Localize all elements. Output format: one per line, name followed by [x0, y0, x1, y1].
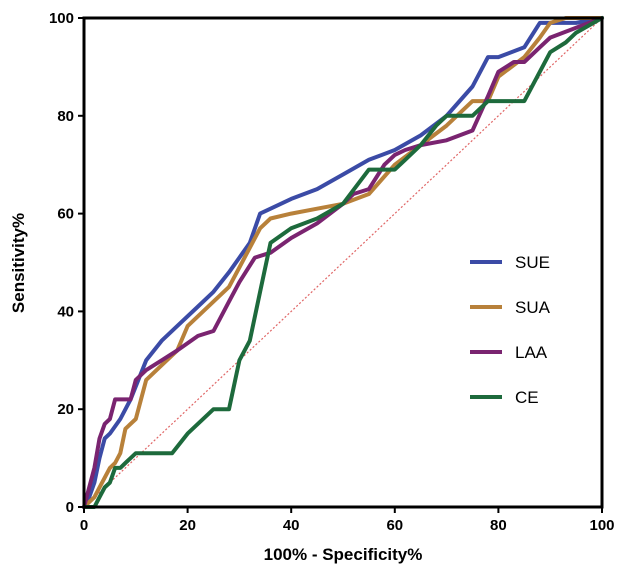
legend: SUE SUA LAA CE	[470, 253, 551, 407]
series-line-sue	[82, 16, 604, 509]
y-tick-label: 20	[57, 401, 74, 418]
plot-area	[82, 16, 604, 509]
plot-frame	[82, 16, 604, 509]
x-tick-label: 0	[80, 517, 88, 534]
series-line-laa	[82, 16, 604, 509]
y-tick-label: 60	[57, 206, 74, 223]
legend-label-sue: SUE	[515, 253, 550, 272]
y-tick-label: 0	[66, 499, 74, 516]
y-axis-title: Sensitivity%	[9, 213, 28, 313]
x-tick-label: 80	[490, 517, 507, 534]
legend-label-sua: SUA	[515, 298, 551, 317]
x-tick-label: 40	[283, 517, 300, 534]
axes: 0 20 40 60 80 100 0 20 40 60 80 100	[49, 10, 615, 534]
x-tick-label: 20	[179, 517, 196, 534]
y-tick-label: 80	[57, 108, 74, 125]
series-line-ce	[82, 16, 604, 509]
x-tick-label: 60	[386, 517, 403, 534]
x-tick-label: 100	[589, 517, 614, 534]
legend-label-laa: LAA	[515, 343, 548, 362]
y-tick-label: 40	[57, 303, 74, 320]
y-tick-label: 100	[49, 10, 74, 27]
x-axis-title: 100% - Specificity%	[264, 545, 423, 564]
series-line-sua	[82, 16, 604, 509]
legend-label-ce: CE	[515, 388, 539, 407]
